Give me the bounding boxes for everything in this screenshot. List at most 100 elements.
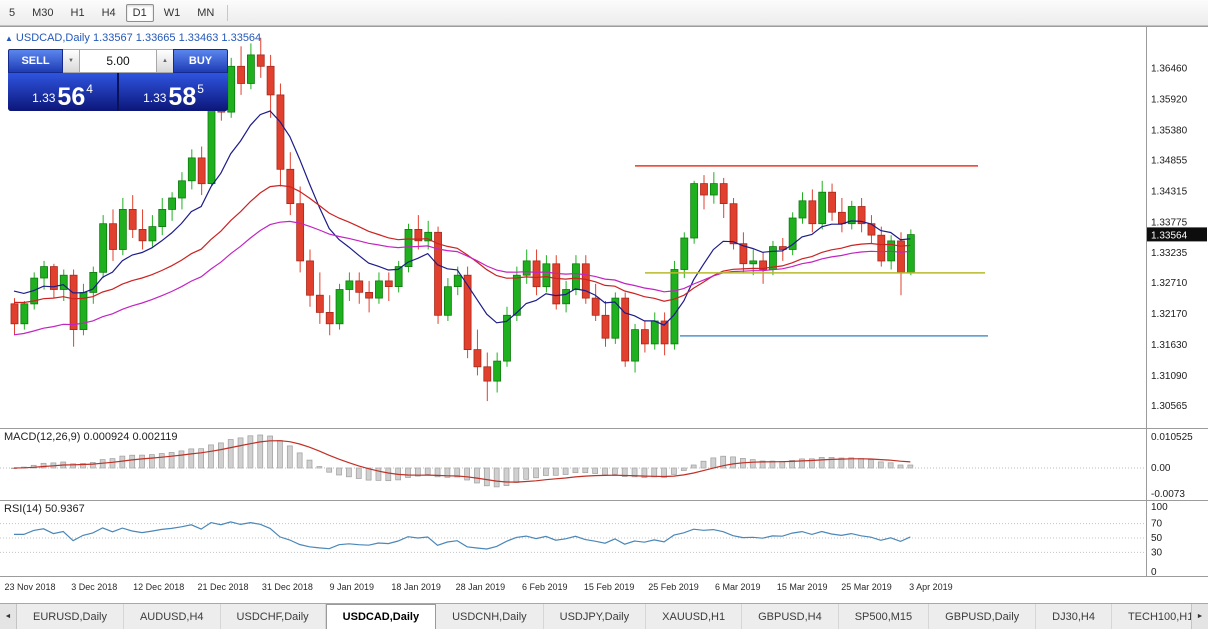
svg-text:1.33564: 1.33564 xyxy=(1151,230,1188,241)
svg-text:1.30565: 1.30565 xyxy=(1151,401,1188,412)
svg-text:25 Mar 2019: 25 Mar 2019 xyxy=(841,582,892,592)
candlestick-series xyxy=(10,37,915,402)
trade-panel-controls: SELL ▼ ▲ BUY xyxy=(8,49,228,73)
svg-text:1.35380: 1.35380 xyxy=(1151,125,1188,136)
volume-decrease-button[interactable]: ▼ xyxy=(63,49,79,73)
svg-text:70: 70 xyxy=(1151,519,1163,530)
ma-medium-red-line xyxy=(13,184,911,304)
triangle-down-icon: ▼ xyxy=(68,58,74,64)
volume-input[interactable] xyxy=(79,49,157,73)
trade-panel-quotes: 1.33 56 4 1.33 58 5 xyxy=(8,73,228,111)
tab-usdcad-daily[interactable]: USDCAD,Daily xyxy=(325,604,437,629)
svg-text:1.32710: 1.32710 xyxy=(1151,278,1188,289)
svg-text:3 Dec 2018: 3 Dec 2018 xyxy=(71,582,117,592)
rsi-value: 50.9367 xyxy=(44,503,85,515)
bid-price-display[interactable]: 1.33 56 4 xyxy=(8,73,117,111)
one-click-trade-panel: SELL ▼ ▲ BUY 1.33 56 4 1.33 58 5 xyxy=(8,49,228,111)
chart-window: 1.36460 1.35920 1.35380 1.34855 1.34315 1.337… xyxy=(0,26,1208,603)
svg-text:6 Mar 2019: 6 Mar 2019 xyxy=(715,582,761,592)
svg-text:21 Dec 2018: 21 Dec 2018 xyxy=(197,582,248,592)
svg-text:1.32170: 1.32170 xyxy=(1151,309,1188,320)
ask-main-digits: 58 xyxy=(168,82,197,111)
collapse-arrow-icon[interactable]: ▲ xyxy=(5,34,13,43)
timeframe-button-h4[interactable]: H4 xyxy=(101,6,116,19)
timeframe-button-h1[interactable]: H1 xyxy=(70,6,85,19)
bid-main-digits: 56 xyxy=(57,82,86,111)
svg-text:-0.0073: -0.0073 xyxy=(1151,489,1185,500)
svg-text:3 Apr 2019: 3 Apr 2019 xyxy=(909,582,953,592)
svg-text:50: 50 xyxy=(1151,533,1163,544)
svg-text:9 Jan 2019: 9 Jan 2019 xyxy=(330,582,375,592)
svg-text:23 Nov 2018: 23 Nov 2018 xyxy=(4,582,55,592)
rsi-level-lines xyxy=(0,523,1146,553)
macd-name: MACD(12,26,9) xyxy=(4,431,81,443)
tab-dj30-h4[interactable]: DJ30,H4 xyxy=(1036,604,1112,629)
svg-text:15 Mar 2019: 15 Mar 2019 xyxy=(777,582,828,592)
tab-audusd-h4[interactable]: AUDUSD,H4 xyxy=(124,604,221,629)
rsi-indicator-label: RSI(14) 50.9367 xyxy=(4,503,85,515)
svg-text:12 Dec 2018: 12 Dec 2018 xyxy=(133,582,184,592)
svg-text:1.33775: 1.33775 xyxy=(1151,217,1188,228)
macd-signal-line xyxy=(13,440,911,483)
svg-text:15 Feb 2019: 15 Feb 2019 xyxy=(584,582,635,592)
ask-price-display[interactable]: 1.33 58 5 xyxy=(119,73,228,111)
chart-ohlc-values: 1.33567 1.33665 1.33463 1.33564 xyxy=(92,32,262,44)
ma-fast-blue-line xyxy=(13,110,911,326)
svg-text:30: 30 xyxy=(1151,547,1163,558)
panel-separators xyxy=(0,26,1208,577)
svg-text:0.00: 0.00 xyxy=(1151,463,1171,474)
current-price-badge: 1.33564 xyxy=(1147,227,1207,242)
ask-pip-digit: 5 xyxy=(197,82,204,96)
sell-button[interactable]: SELL xyxy=(8,49,63,73)
volume-increase-button[interactable]: ▲ xyxy=(157,49,173,73)
tab-gbpusd-daily[interactable]: GBPUSD,Daily xyxy=(929,604,1037,629)
toolbar-separator xyxy=(227,4,229,21)
ask-prefix: 1.33 xyxy=(143,91,167,105)
chart-title: ▲ USDCAD,Daily 1.33567 1.33665 1.33463 1.… xyxy=(5,32,261,44)
tab-usdchf-daily[interactable]: USDCHF,Daily xyxy=(221,604,326,629)
chart-canvas[interactable]: 1.364601.359201.353801.348551.343151.337… xyxy=(0,26,1208,603)
svg-text:6 Feb 2019: 6 Feb 2019 xyxy=(522,582,568,592)
rsi-name: RSI(14) xyxy=(4,503,42,515)
svg-text:0.010525: 0.010525 xyxy=(1151,432,1193,443)
tab-gbpusd-h4[interactable]: GBPUSD,H4 xyxy=(742,604,839,629)
timeframe-button-w1[interactable]: W1 xyxy=(163,6,181,19)
timeframe-button-d1[interactable]: D1 xyxy=(125,3,154,22)
bid-pip-digit: 4 xyxy=(86,82,93,96)
tab-usdjpy-daily[interactable]: USDJPY,Daily xyxy=(544,604,647,629)
tab-eurusd-daily[interactable]: EURUSD,Daily xyxy=(17,604,124,629)
timeframe-button-mn[interactable]: MN xyxy=(197,6,215,19)
ma-slow-magenta-line xyxy=(13,220,911,336)
svg-text:18 Jan 2019: 18 Jan 2019 xyxy=(391,582,441,592)
svg-text:25 Feb 2019: 25 Feb 2019 xyxy=(648,582,699,592)
svg-text:1.34855: 1.34855 xyxy=(1151,156,1188,167)
svg-text:1.36460: 1.36460 xyxy=(1151,64,1188,75)
macd-histogram xyxy=(11,434,914,488)
svg-text:0: 0 xyxy=(1151,567,1157,578)
buy-button[interactable]: BUY xyxy=(173,49,228,73)
svg-text:1.35920: 1.35920 xyxy=(1151,95,1188,106)
timeframe-button-m30[interactable]: M30 xyxy=(32,6,54,19)
triangle-up-icon: ▲ xyxy=(162,58,168,64)
date-axis[interactable]: 23 Nov 2018 3 Dec 2018 12 Dec 2018 21 Dec 2… xyxy=(4,582,952,592)
macd-value-1: 0.000924 xyxy=(83,431,130,443)
tab-usdcnh-daily[interactable]: USDCNH,Daily xyxy=(436,604,544,629)
svg-text:1.34315: 1.34315 xyxy=(1151,186,1188,197)
svg-text:1.31090: 1.31090 xyxy=(1151,371,1188,382)
chart-tabs: EURUSD,Daily AUDUSD,H4 USDCHF,Daily USDCAD,… xyxy=(17,604,1191,629)
rsi-line xyxy=(14,521,911,550)
tab-scroll-right-button[interactable]: ► xyxy=(1191,604,1208,629)
bid-prefix: 1.33 xyxy=(32,91,56,105)
chart-symbol-label: USDCAD,Daily xyxy=(15,32,90,44)
tab-tech100-h1[interactable]: TECH100,H1 xyxy=(1112,604,1191,629)
chart-tab-bar: ◄ EURUSD,Daily AUDUSD,H4 USDCHF,Daily USDCA… xyxy=(0,603,1208,629)
tab-sp500-m15[interactable]: SP500,M15 xyxy=(839,604,930,629)
price-axis[interactable]: 1.36460 1.35920 1.35380 1.34855 1.34315 1.337… xyxy=(1146,26,1194,578)
left-arrow-icon: ◄ xyxy=(4,613,12,620)
svg-text:1.31630: 1.31630 xyxy=(1151,340,1188,351)
timeframe-button-5[interactable]: 5 xyxy=(9,6,16,19)
svg-text:100: 100 xyxy=(1151,502,1168,513)
tab-xauusd-h1[interactable]: XAUUSD,H1 xyxy=(646,604,743,629)
macd-indicator-label: MACD(12,26,9) 0.000924 0.002119 xyxy=(4,431,178,443)
tab-scroll-left-button[interactable]: ◄ xyxy=(0,604,17,629)
